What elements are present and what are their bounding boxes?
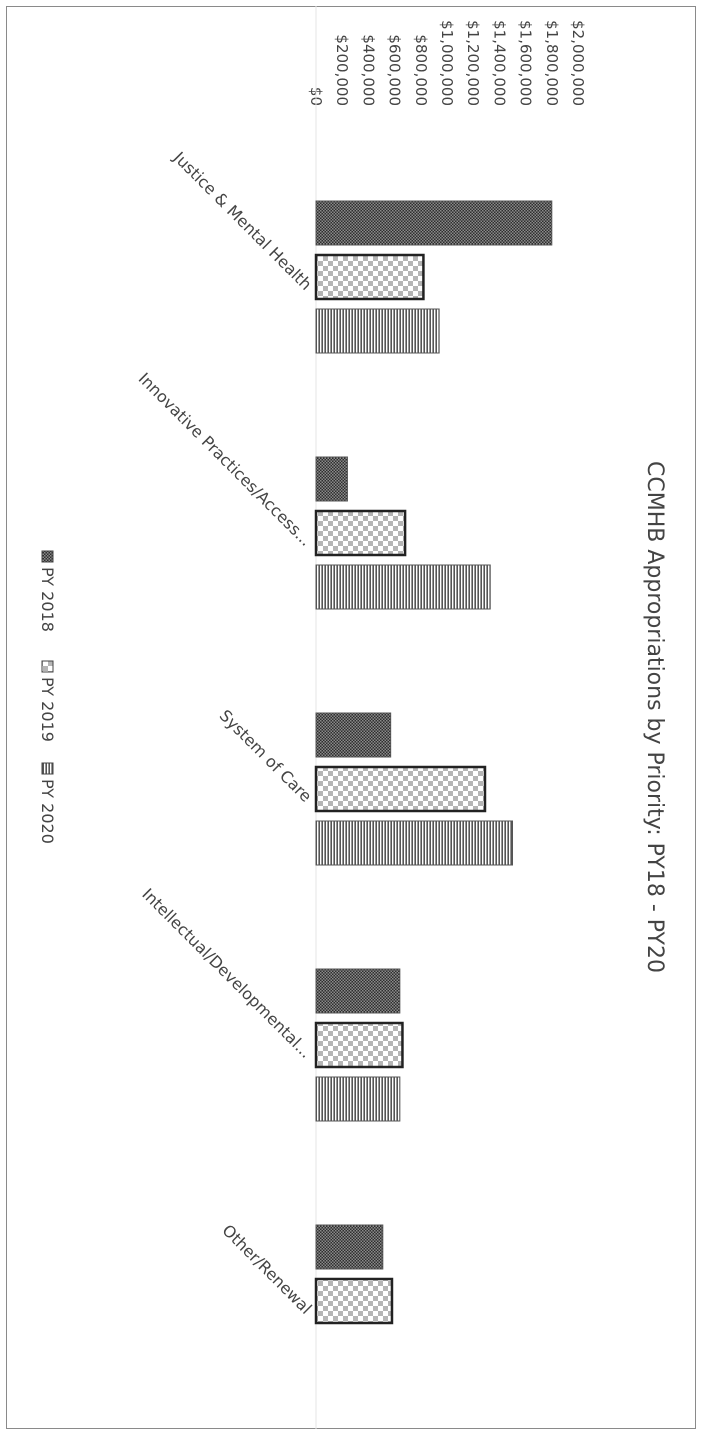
bar-py-2019: [314, 509, 407, 557]
category-label: Intellectual/Developmental...: [138, 884, 315, 1061]
chart-title: CCMHB Appropriations by Priority: PY18 -…: [642, 461, 667, 973]
bar-py-2019: [314, 765, 487, 813]
y-tick-label: $600,000: [386, 34, 404, 106]
bar-py-2019: [314, 1277, 394, 1325]
y-tick-label: $1,000,000: [438, 20, 456, 106]
bar-py-2018: [315, 200, 553, 246]
bar-py-2019: [314, 253, 425, 301]
y-tick-label: $1,600,000: [517, 20, 535, 106]
bar-py-2018: [315, 456, 348, 502]
y-tick-label: $1,400,000: [490, 20, 508, 106]
category-label: System of Care: [216, 706, 316, 806]
bar-py-2020: [315, 564, 491, 610]
category-labels: Justice & Mental Health Innovative Practi…: [135, 147, 316, 1317]
category-label: Other/Renewal: [218, 1221, 315, 1318]
bar-py-2020: [315, 1076, 401, 1122]
bar-py-2020: [315, 820, 513, 866]
category-label: Innovative Practices/Access...: [135, 369, 316, 550]
category-label: Justice & Mental Health: [169, 147, 315, 293]
bar-py-2020: [315, 308, 440, 354]
y-axis-tick-labels: $0 $200,000 $400,000 $600,000 $800,000 $1,000…: [307, 20, 587, 106]
y-tick-label: $1,200,000: [464, 20, 482, 106]
bars: [314, 200, 553, 1325]
y-tick-label: $1,800,000: [543, 20, 561, 106]
y-tick-label: $2,000,000: [569, 20, 587, 106]
y-tick-label: $800,000: [412, 34, 430, 106]
legend-swatch: [41, 762, 54, 775]
legend-swatch: [41, 550, 54, 563]
bar-py-2018: [315, 712, 392, 758]
legend-swatch: [41, 660, 54, 673]
bar-py-2018: [315, 968, 401, 1014]
bar-py-2018: [315, 1224, 384, 1270]
y-tick-label: $400,000: [359, 34, 377, 106]
legend-label: PY 2019: [38, 677, 57, 742]
legend-label: PY 2020: [38, 779, 57, 844]
legend: PY 2018 PY 2019 PY 2020: [38, 550, 57, 844]
legend-label: PY 2018: [38, 567, 57, 632]
bar-py-2019: [314, 1021, 404, 1069]
y-tick-label: $200,000: [333, 34, 351, 106]
